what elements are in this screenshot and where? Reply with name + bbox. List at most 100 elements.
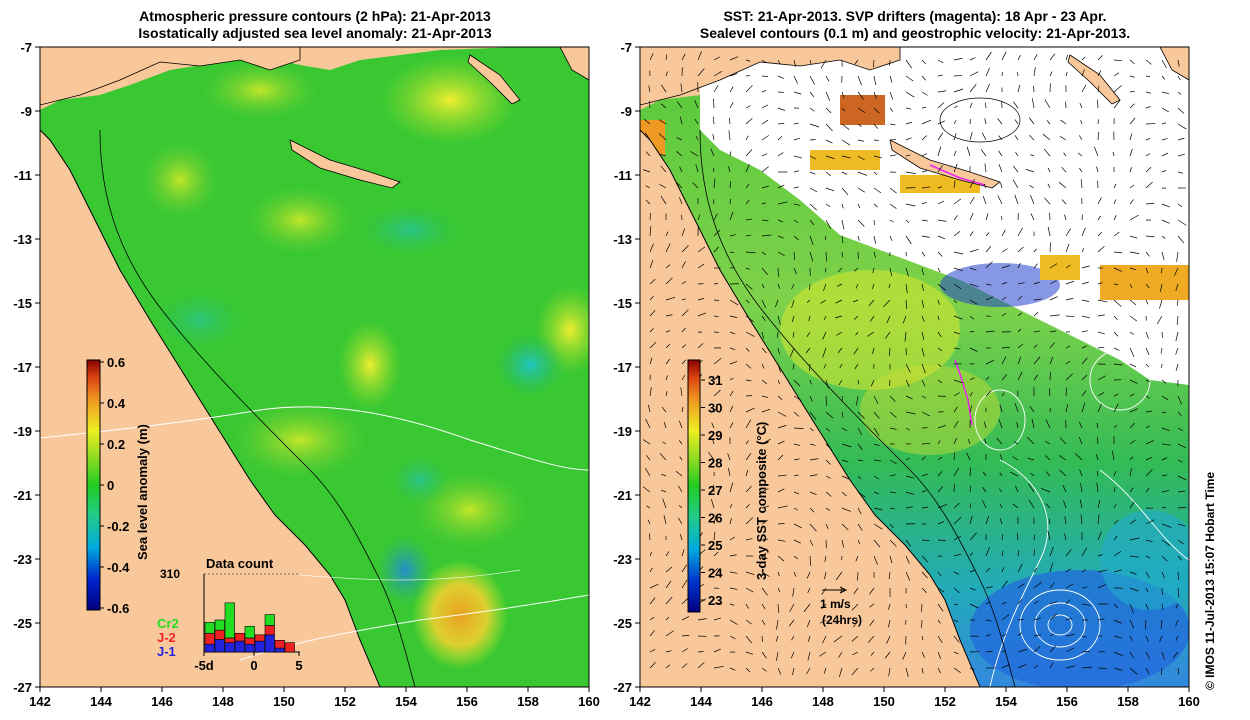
velocity-vector [857,443,863,451]
velocity-vector [825,155,835,159]
velocity-vector [681,374,686,381]
velocity-vector [745,363,752,369]
velocity-vector [761,251,766,255]
velocity-vector [984,438,987,445]
velocity-vector [1129,59,1135,65]
velocity-vector [1001,663,1010,669]
velocity-vector [982,195,987,205]
velocity-vector [809,427,814,432]
velocity-vector [823,315,827,320]
velocity-vector [873,411,880,419]
velocity-vector [1113,183,1117,189]
velocity-vector [761,267,769,276]
velocity-vector [777,603,780,613]
velocity-vector [745,504,750,509]
velocity-vector [1081,281,1089,285]
velocity-vector [1145,75,1151,77]
velocity-vector [776,619,779,630]
velocity-vector [836,331,843,336]
data-count-bar-j2 [204,632,215,645]
velocity-vector [1129,75,1135,78]
velocity-vector [1113,231,1120,237]
velocity-vector [761,454,767,461]
velocity-vector [1044,440,1051,445]
velocity-vector [808,315,811,322]
velocity-vector [821,603,827,610]
velocity-vector [1097,215,1101,221]
velocity-vector [789,347,795,358]
velocity-vector [1145,267,1149,274]
lon-tick-label: 148 [212,694,234,709]
velocity-vector [838,651,843,658]
velocity-vector [1033,646,1041,653]
velocity-vector [791,315,795,323]
velocity-vector [665,616,670,621]
velocity-vector [793,267,797,275]
velocity-vector [825,139,833,144]
velocity-vector [937,283,946,291]
velocity-vector [1065,315,1075,317]
velocity-vector [761,635,763,642]
data-count-x-label: -5d [194,658,214,673]
velocity-vector [873,507,883,511]
lat-tick-label: -19 [13,424,32,439]
velocity-vector [649,648,656,653]
velocity-vector [1097,197,1102,205]
velocity-vector [649,259,654,269]
velocity-vector [1017,84,1021,93]
velocity-vector [1161,571,1165,579]
velocity-vector [1012,456,1019,461]
lat-tick-label: -25 [613,616,632,631]
velocity-vector [1097,583,1107,589]
velocity-vector [649,583,659,589]
velocity-vector [658,133,667,141]
velocity-vector [841,491,847,497]
scale-label-time: (24hrs) [822,613,862,627]
velocity-vector [1161,411,1167,414]
velocity-vector [969,467,972,477]
velocity-vector [1030,194,1035,205]
velocity-vector [805,347,811,354]
velocity-vector [681,281,687,285]
velocity-vector [851,635,859,642]
velocity-vector [1129,635,1133,641]
velocity-scale: 1 m/s (24hrs) [820,586,862,627]
data-count-bar-j1 [214,639,225,653]
velocity-vector [745,164,750,173]
velocity-vector [969,283,979,288]
velocity-vector [777,219,784,223]
colorbar-tick-label: 0 [107,478,114,493]
velocity-vector [866,331,875,337]
velocity-vector [646,455,651,461]
velocity-vector [678,505,683,509]
velocity-vector [1177,490,1186,493]
velocity-vector [1145,235,1155,238]
velocity-vector [777,454,784,461]
sealevel-contour [939,97,1021,143]
velocity-vector [1097,282,1103,285]
island [559,47,589,81]
velocity-vector [1025,168,1035,173]
velocity-vector [1097,231,1102,237]
velocity-vector [1161,122,1166,125]
velocity-vector [1096,471,1099,477]
velocity-vector [1014,119,1019,125]
velocity-vector [1161,203,1170,208]
velocity-vector [1129,487,1134,493]
velocity-vector [745,135,749,141]
velocity-vector [729,361,738,365]
velocity-vector [789,603,795,612]
velocity-vector [855,555,859,562]
velocity-vector [937,219,947,222]
velocity-vector [790,651,795,659]
velocity-vector [937,456,942,461]
velocity-vector [665,343,671,349]
velocity-vector [937,331,942,338]
velocity-vector [777,152,784,157]
velocity-vector [822,331,827,340]
velocity-vector [867,635,875,643]
velocity-vector [1160,619,1163,629]
velocity-vector [777,315,781,325]
velocity-vector [1113,603,1118,609]
